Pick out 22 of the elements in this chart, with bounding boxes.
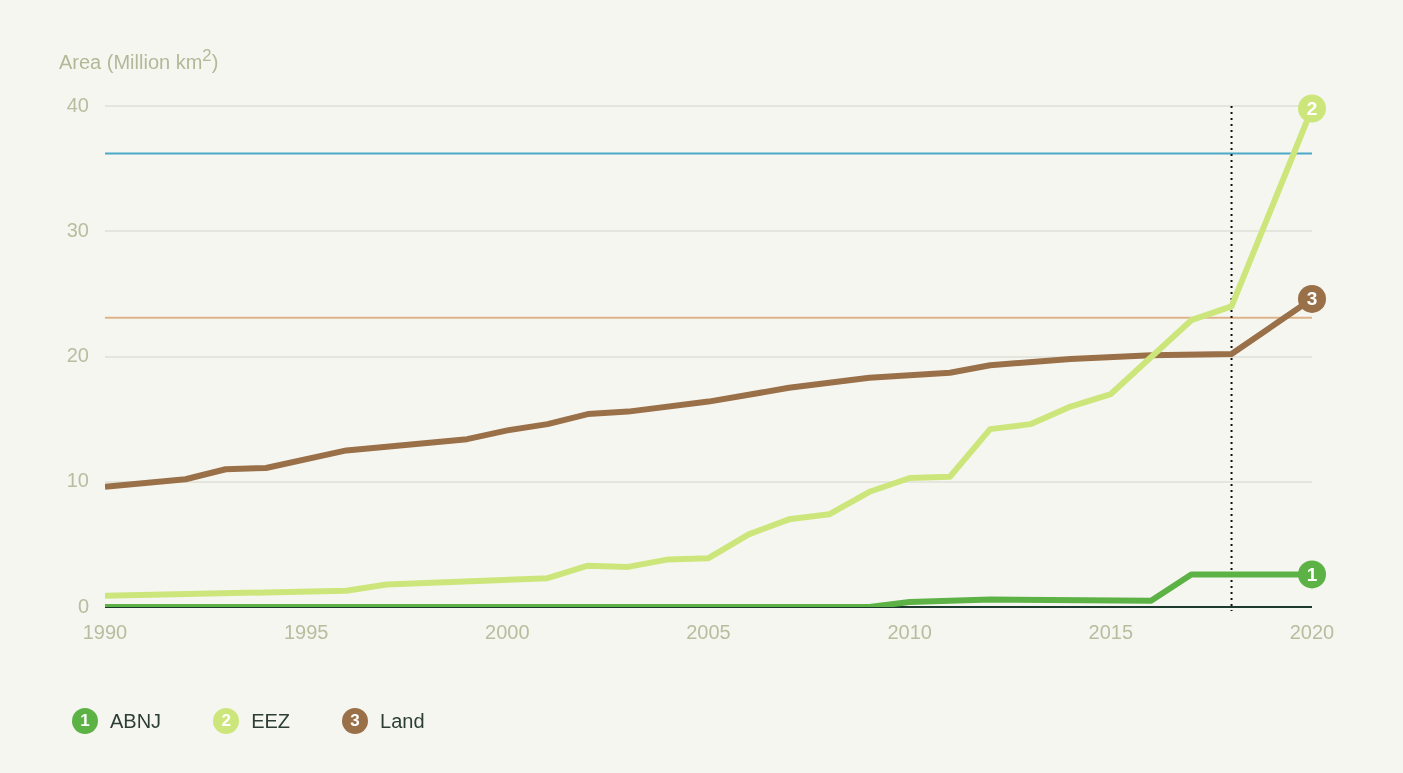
y-tick-label: 10	[66, 469, 89, 492]
y-tick-label: 0	[77, 594, 89, 617]
x-tick-label: 1995	[283, 620, 329, 643]
text: 2	[221, 711, 231, 730]
x-tick-label: 2020	[1289, 620, 1335, 643]
x-tick-label: 2010	[887, 620, 932, 643]
y-tick-label: 30	[66, 218, 89, 241]
legend-label: ABNJ	[110, 709, 162, 733]
annotation: 2	[1306, 97, 1318, 119]
y-axis-title: Area (Million km$^{2}$)	[59, 46, 219, 74]
legend-label: EEZ	[251, 709, 291, 733]
annotation: 1	[1306, 563, 1318, 585]
x-tick-label: 2005	[686, 620, 731, 643]
y-tick-label: 40	[66, 93, 89, 116]
text: 1	[80, 711, 90, 730]
legend-label: Land	[380, 709, 425, 733]
y-tick-label: 20	[66, 344, 89, 367]
annotation: 3	[1306, 288, 1318, 310]
x-tick-label: 1990	[82, 620, 128, 643]
x-tick-label: 2000	[485, 620, 530, 643]
text: 3	[350, 711, 360, 730]
x-tick-label: 2015	[1088, 620, 1134, 643]
